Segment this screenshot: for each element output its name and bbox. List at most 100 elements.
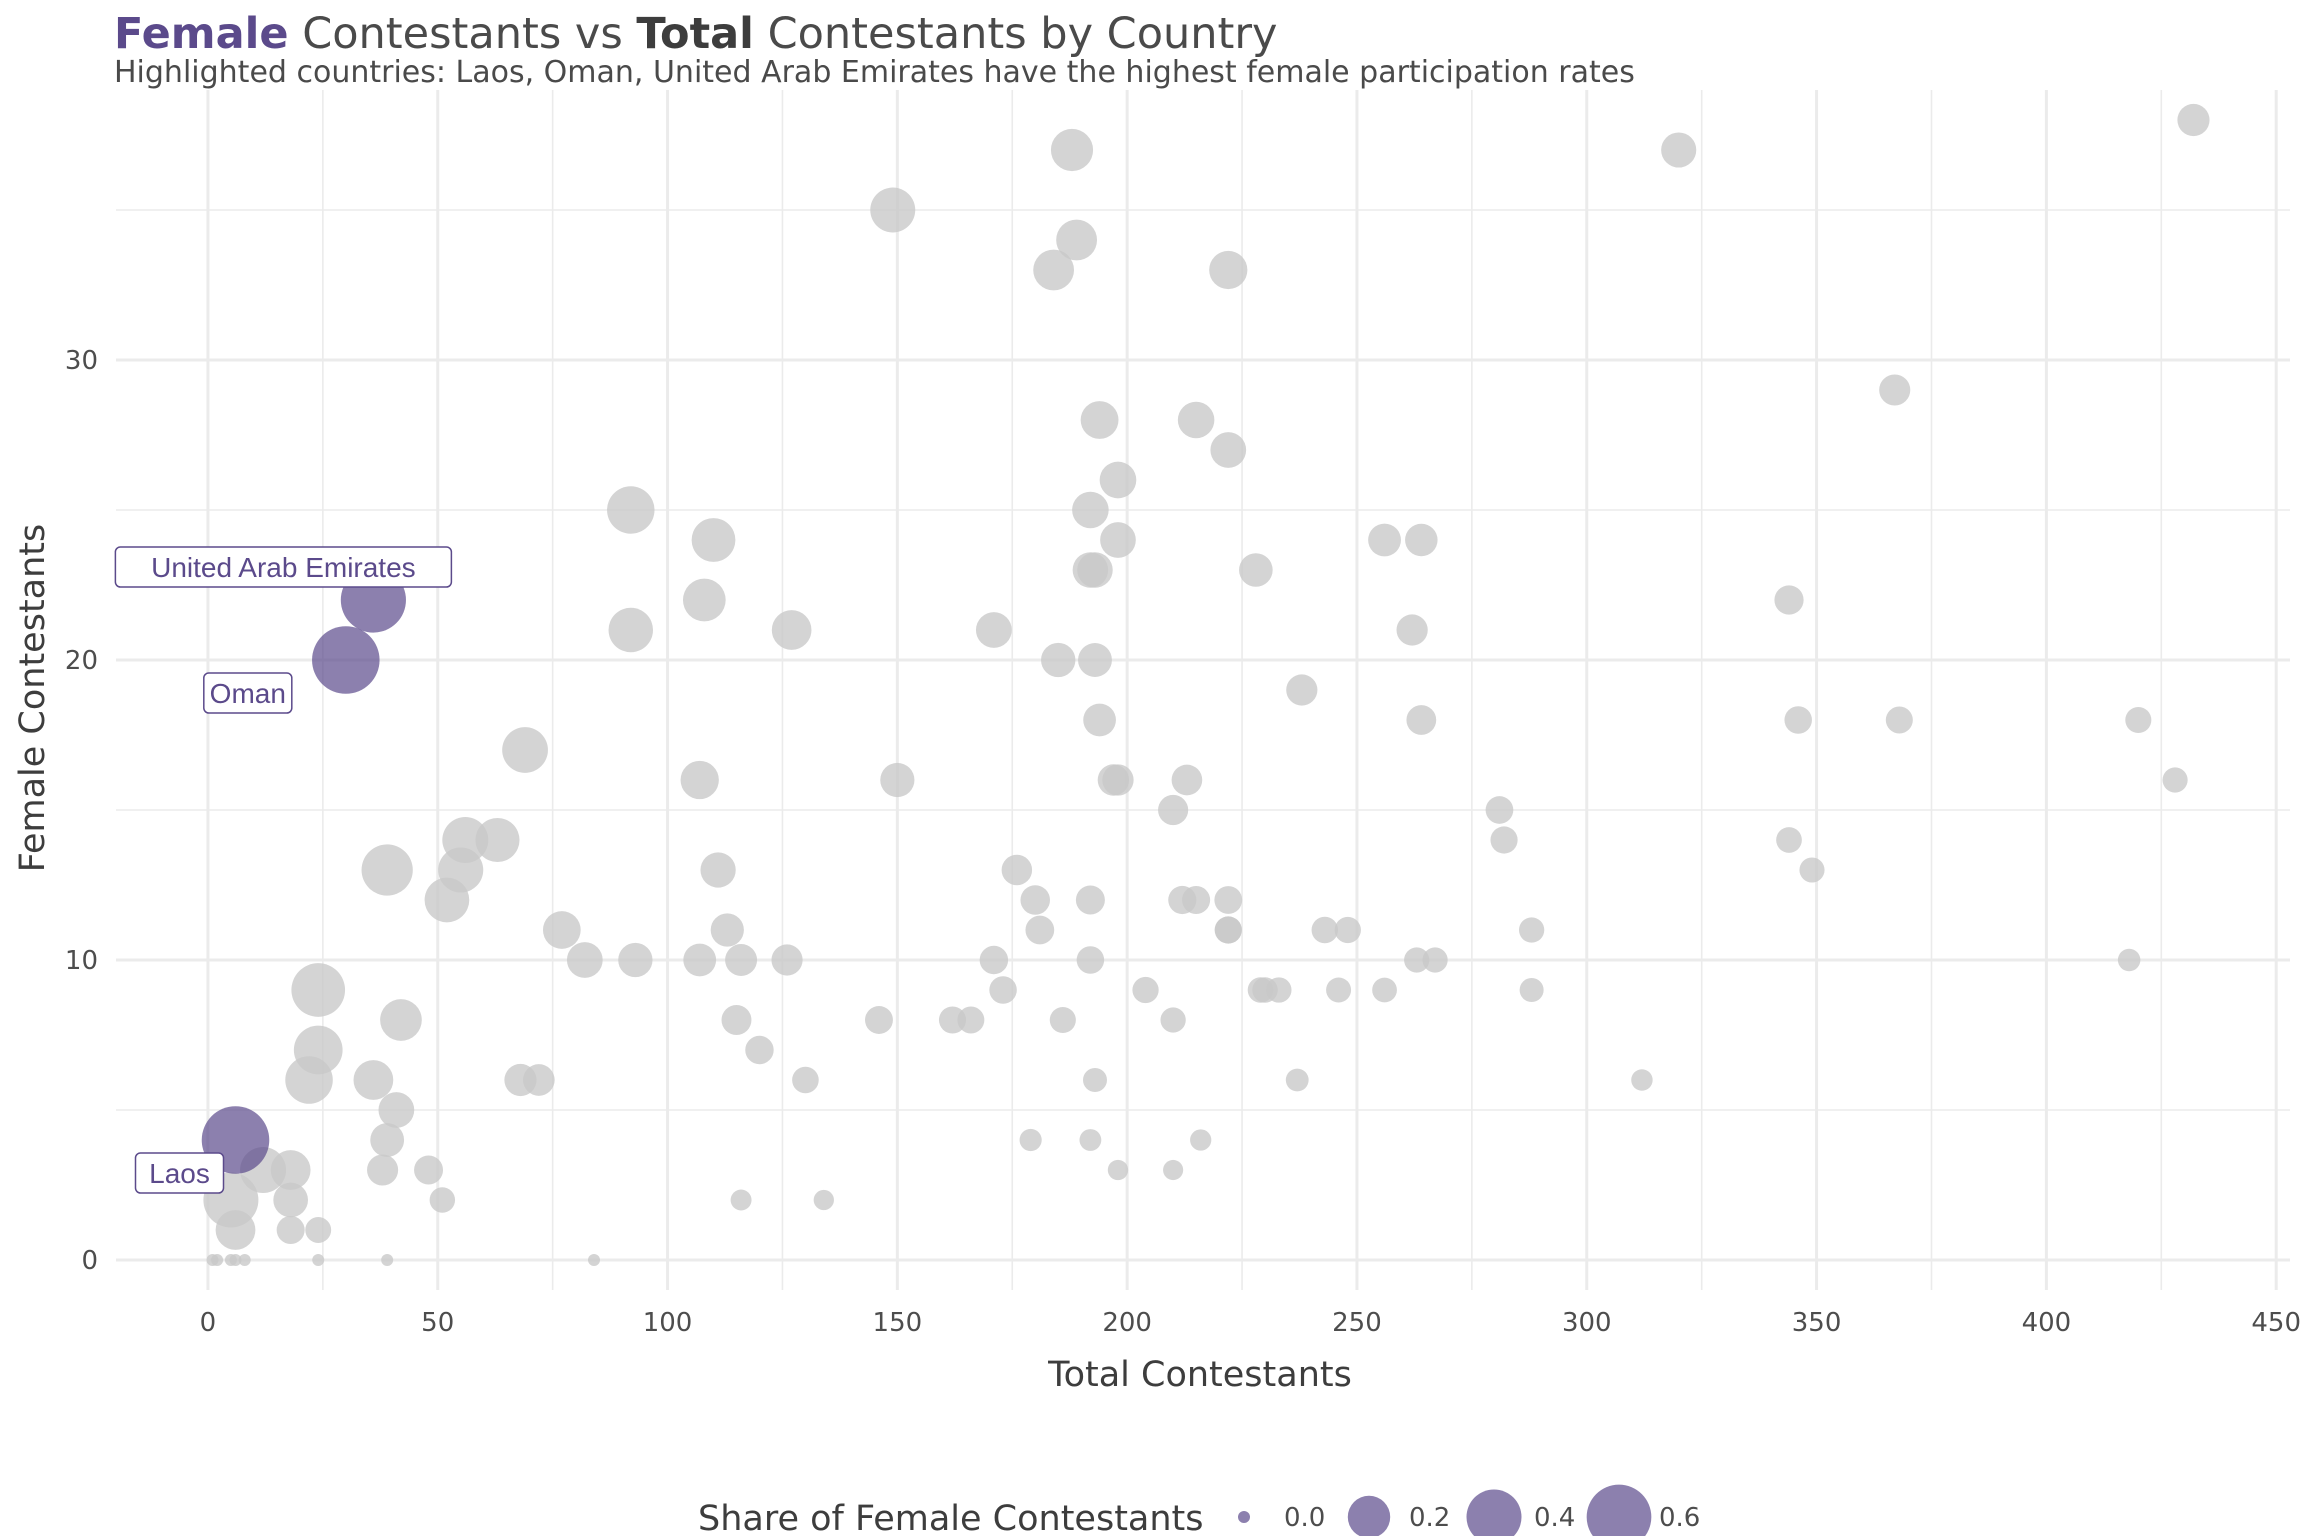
- data-point: [1171, 764, 1203, 796]
- data-point: [1885, 706, 1913, 734]
- data-point: [1368, 523, 1401, 557]
- data-point: [1210, 432, 1247, 468]
- data-point: [367, 1154, 399, 1186]
- data-point: [370, 1123, 405, 1157]
- data-point: [429, 1187, 456, 1213]
- data-point: [691, 518, 736, 562]
- data-point: [1072, 491, 1109, 529]
- data-point: [1056, 219, 1098, 261]
- label-box: [134, 1152, 225, 1194]
- data-point: [683, 943, 717, 977]
- data-point: [989, 976, 1017, 1004]
- data-point: [1799, 857, 1825, 883]
- data-point: [2162, 767, 2188, 793]
- data-point: [1490, 826, 1518, 854]
- data-point: [1209, 250, 1248, 290]
- data-point: [1080, 401, 1119, 439]
- legend-key: [1586, 1484, 1652, 1536]
- legend-label: 0.2: [1409, 1503, 1450, 1533]
- data-point: [1286, 674, 1318, 706]
- data-point: [1372, 977, 1397, 1003]
- data-point: [721, 1005, 752, 1035]
- data-point: [502, 727, 548, 773]
- x-tick-label: 350: [1792, 1308, 1842, 1338]
- data-point: [710, 913, 744, 947]
- data-point: [1406, 705, 1437, 735]
- data-point: [975, 612, 1012, 648]
- label-text: United Arab Emirates: [151, 552, 416, 583]
- data-point: [618, 942, 653, 978]
- data-point: [1041, 642, 1076, 678]
- y-tick-labels: 0 10 20 30: [65, 346, 98, 1276]
- data-point: [1182, 885, 1211, 915]
- data-point: [378, 1092, 415, 1128]
- x-tick-label: 100: [643, 1308, 693, 1338]
- data-point: [813, 1189, 834, 1211]
- x-tick-labels: 0 50 100 150 200 250 300 350 400 450: [200, 1308, 2301, 1338]
- data-point: [771, 610, 812, 650]
- x-tick-label: 250: [1332, 1308, 1382, 1338]
- y-tick-label: 0: [81, 1246, 98, 1276]
- data-point: [424, 877, 470, 923]
- data-point: [700, 852, 736, 888]
- data-point: [607, 486, 655, 534]
- data-point: [1163, 1159, 1184, 1181]
- data-point: [865, 1006, 893, 1034]
- data-point: [1214, 886, 1243, 914]
- data-point: [1661, 132, 1697, 168]
- data-point: [270, 1150, 311, 1190]
- data-point: [380, 999, 422, 1041]
- data-point: [305, 1217, 332, 1243]
- data-point: [1083, 703, 1116, 737]
- data-point: [1285, 1068, 1309, 1092]
- title-female-word: Female: [114, 9, 289, 59]
- chart-subtitle: Highlighted countries: Laos, Oman, Unite…: [114, 55, 1635, 90]
- data-point: [588, 1254, 601, 1266]
- y-axis-title: Female Contestants: [13, 524, 53, 873]
- data-point: [1107, 1159, 1129, 1181]
- data-point: [1049, 1006, 1076, 1034]
- data-point: [215, 1210, 256, 1250]
- data-point: [523, 1064, 555, 1096]
- data-point: [608, 607, 654, 653]
- data-point: [1079, 1129, 1102, 1151]
- highlight-label: Oman: [203, 672, 293, 714]
- data-point: [730, 1189, 752, 1211]
- size-legend: Share of Female Contestants 0.0 0.2 0.4 0.6: [698, 1484, 1700, 1536]
- label-box: [203, 672, 293, 714]
- legend-key: [1466, 1489, 1522, 1536]
- y-tick-label: 30: [65, 346, 98, 376]
- data-point: [1266, 977, 1292, 1003]
- data-point: [680, 760, 719, 800]
- data-point: [211, 1254, 224, 1266]
- data-point: [414, 1155, 444, 1185]
- data-point: [979, 945, 1009, 975]
- data-point: [1078, 643, 1112, 677]
- legend-label: 0.4: [1534, 1503, 1575, 1533]
- data-point: [542, 911, 581, 949]
- data-point: [361, 844, 413, 896]
- x-axis-title: Total Contestants: [1047, 1355, 1352, 1395]
- data-point: [1082, 1068, 1107, 1092]
- data-point: [1160, 1007, 1186, 1033]
- data-point: [1019, 1128, 1042, 1152]
- data-point: [1214, 916, 1242, 944]
- legend-label: 0.6: [1659, 1503, 1700, 1533]
- data-point: [1485, 796, 1514, 824]
- label-box: [114, 546, 453, 588]
- highlight-labels: United Arab Emirates Oman Laos: [114, 546, 453, 1194]
- data-point: [1334, 916, 1361, 944]
- data-point: [2177, 103, 2210, 137]
- data-point: [566, 942, 603, 978]
- data-point: [1631, 1069, 1653, 1091]
- data-point: [238, 1254, 251, 1266]
- data-point: [475, 817, 520, 863]
- data-point: [1239, 553, 1273, 587]
- data-point: [1396, 614, 1428, 646]
- data-point: [792, 1066, 819, 1094]
- data-point: [745, 1035, 774, 1065]
- x-tick-label: 300: [1562, 1308, 1612, 1338]
- legend-key: [1347, 1495, 1391, 1536]
- title-total-word: Total: [636, 9, 754, 59]
